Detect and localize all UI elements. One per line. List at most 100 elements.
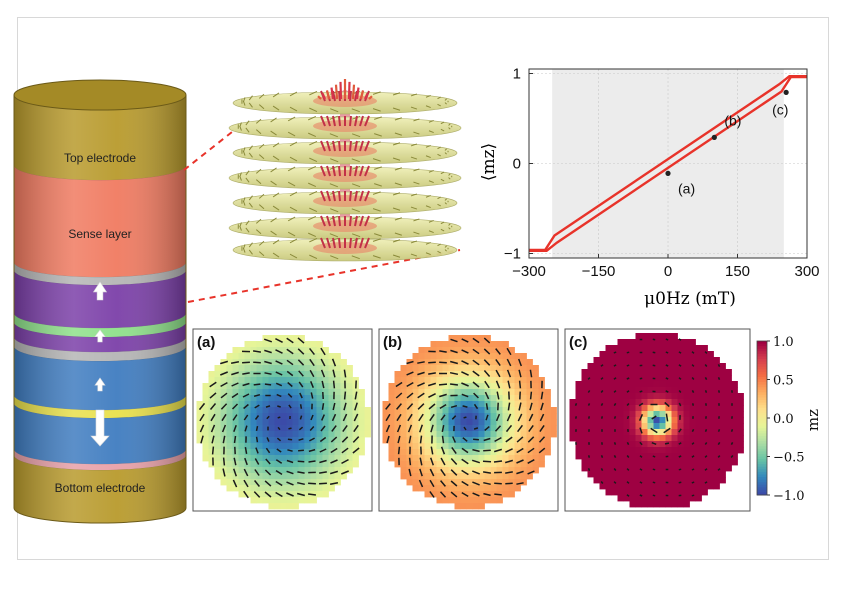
mz-cell — [575, 393, 582, 400]
moment-arrow — [276, 393, 282, 398]
mz-cell — [202, 455, 209, 462]
mz-cell — [713, 459, 720, 466]
mz-cell — [611, 399, 618, 406]
mz-cell — [262, 455, 269, 462]
mz-cell — [593, 405, 600, 412]
moment-arrow — [587, 416, 591, 419]
mz-cell — [520, 467, 527, 474]
mz-cell — [713, 441, 720, 448]
mz-cell — [641, 417, 648, 424]
mz-cell — [328, 467, 335, 474]
mz-cell — [635, 435, 642, 442]
mz-cell — [514, 485, 521, 492]
mz-cell — [232, 365, 239, 372]
mz-cell — [490, 341, 497, 348]
mz-cell — [496, 359, 503, 366]
mz-cell — [599, 351, 606, 358]
mz-cell — [250, 377, 257, 384]
mz-cell — [340, 461, 347, 468]
mz-cell — [514, 455, 521, 462]
mz-cell — [605, 483, 612, 490]
mz-cell — [689, 405, 696, 412]
mz-cell — [550, 425, 557, 432]
mz-cell — [659, 447, 666, 454]
mz-cell — [244, 389, 251, 396]
moment-arrow — [286, 348, 294, 355]
mz-cell — [478, 383, 485, 390]
mz-cell — [526, 389, 533, 396]
map-panel-label: (a) — [197, 334, 215, 351]
mz-cell — [707, 447, 714, 454]
mz-cell — [526, 443, 533, 450]
mz-cell — [250, 425, 257, 432]
mz-cell — [322, 371, 329, 378]
moment-arrow — [395, 381, 403, 388]
mz-cell — [599, 453, 606, 460]
mz-cell — [394, 425, 401, 432]
mz-cell — [611, 405, 618, 412]
mz-cell — [418, 407, 425, 414]
mz-cell — [695, 483, 702, 490]
mz-cell — [502, 371, 509, 378]
mz-cell — [599, 459, 606, 466]
spin-cone — [248, 249, 253, 255]
spin-cone — [351, 158, 360, 163]
moment-arrow — [277, 426, 281, 431]
moment-arrow — [341, 458, 349, 465]
mz-cell — [611, 417, 618, 424]
colorbar-segment — [757, 402, 767, 406]
mz-cell — [196, 431, 203, 438]
mz-cell — [635, 381, 642, 388]
mz-cell — [466, 437, 473, 444]
spin-cone — [392, 207, 401, 211]
moment-arrow — [652, 494, 656, 497]
moment-arrow — [354, 391, 358, 400]
mz-cell — [731, 423, 738, 430]
mz-cell — [629, 483, 636, 490]
spin-cone — [392, 92, 401, 96]
moment-arrow — [277, 405, 281, 408]
mz-cell — [448, 473, 455, 480]
mz-cell — [472, 479, 479, 486]
mz-cell — [262, 377, 269, 384]
mz-cell — [292, 395, 299, 402]
moment-arrow — [298, 426, 304, 431]
mz-cell — [412, 419, 419, 426]
mz-cell — [310, 353, 317, 360]
mz-cell — [292, 341, 299, 348]
mz-cell — [623, 351, 630, 358]
mz-cell — [220, 419, 227, 426]
mz-cell — [418, 479, 425, 486]
mz-cell — [400, 455, 407, 462]
mz-cell — [310, 407, 317, 414]
mz-cell — [659, 417, 666, 424]
mz-cell — [532, 455, 539, 462]
marker-point — [711, 134, 717, 140]
mz-cell — [647, 387, 654, 394]
mz-cell — [695, 351, 702, 358]
mz-cell — [731, 441, 738, 448]
mz-cell — [701, 417, 708, 424]
moment-arrow — [613, 455, 617, 458]
mz-cell — [629, 369, 636, 376]
mz-cell — [280, 395, 287, 402]
mz-cell — [659, 429, 666, 436]
moment-arrow — [613, 442, 617, 445]
moment-arrow — [691, 468, 695, 471]
mz-cell — [538, 389, 545, 396]
moment-arrow — [310, 381, 314, 388]
mz-cell — [334, 371, 341, 378]
mz-cell — [232, 479, 239, 486]
mz-cell — [280, 449, 287, 456]
colorbar-segment — [757, 423, 767, 427]
mz-cell — [496, 377, 503, 384]
top-core-spike — [339, 81, 343, 100]
mz-cell — [208, 443, 215, 450]
core-spin — [354, 165, 358, 177]
mz-cell — [725, 447, 732, 454]
mz-cell — [472, 407, 479, 414]
magnetization-arrow-up-2 — [94, 329, 106, 343]
mz-cell — [442, 419, 449, 426]
mz-cell — [605, 423, 612, 430]
spin-cone — [330, 255, 339, 260]
